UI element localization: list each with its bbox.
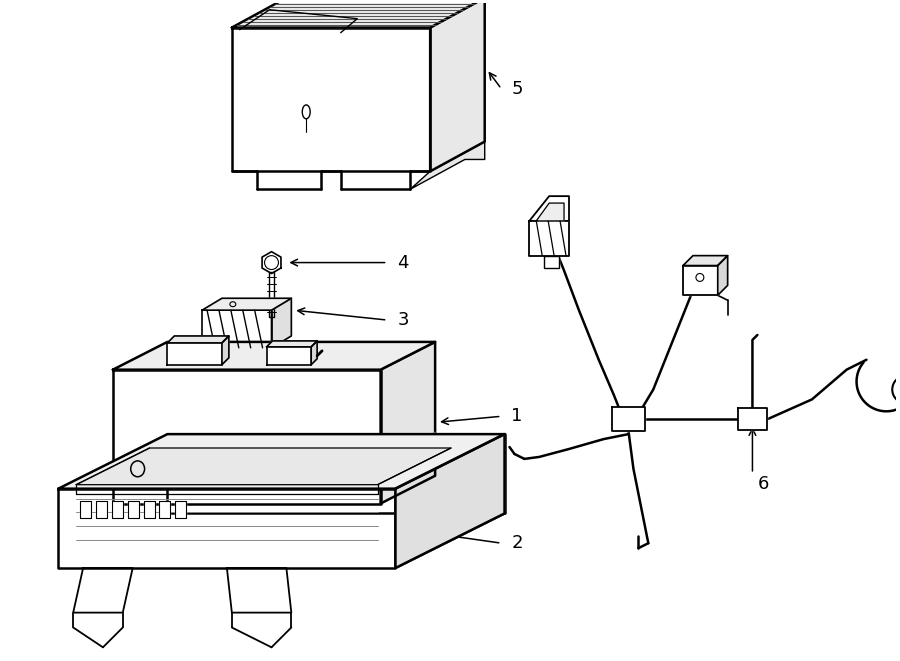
Polygon shape [202,298,292,310]
Polygon shape [96,500,107,518]
Polygon shape [430,0,485,171]
Text: 3: 3 [398,311,409,329]
Polygon shape [112,500,122,518]
Polygon shape [232,28,430,171]
Polygon shape [112,342,435,369]
Polygon shape [128,500,139,518]
Polygon shape [159,500,170,518]
Polygon shape [176,500,186,518]
Polygon shape [80,500,91,518]
Polygon shape [167,336,229,343]
Text: 5: 5 [511,80,523,98]
Polygon shape [536,203,564,221]
Text: 1: 1 [511,407,523,425]
Polygon shape [266,341,317,347]
Polygon shape [268,272,274,317]
Polygon shape [529,221,569,256]
Polygon shape [73,568,132,613]
Polygon shape [395,434,505,568]
Ellipse shape [892,375,900,403]
Polygon shape [544,256,559,268]
Polygon shape [58,434,505,488]
Polygon shape [738,408,768,430]
Polygon shape [311,341,317,365]
Polygon shape [232,0,485,28]
Polygon shape [262,252,281,274]
Polygon shape [272,298,292,348]
Text: 2: 2 [511,534,523,552]
Polygon shape [683,256,727,266]
Polygon shape [167,343,222,365]
Polygon shape [227,568,292,613]
Polygon shape [222,336,229,365]
Polygon shape [112,369,381,504]
Text: 6: 6 [758,475,769,492]
Text: 4: 4 [398,254,409,272]
Polygon shape [410,141,485,189]
Polygon shape [717,256,727,295]
Polygon shape [381,342,435,504]
Polygon shape [202,310,272,348]
Polygon shape [266,347,311,365]
Polygon shape [395,434,505,568]
Polygon shape [144,500,155,518]
Polygon shape [683,266,717,295]
Polygon shape [58,488,395,568]
Polygon shape [529,196,569,221]
Polygon shape [612,407,645,431]
Polygon shape [167,434,505,514]
Polygon shape [76,448,451,485]
